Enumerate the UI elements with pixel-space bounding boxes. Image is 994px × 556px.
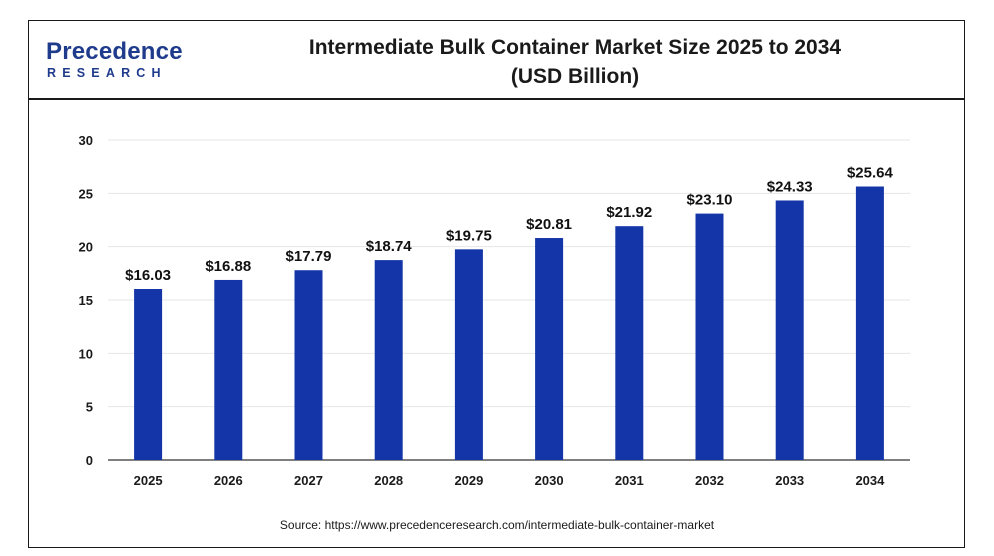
bar bbox=[454, 249, 483, 460]
bar bbox=[294, 270, 323, 460]
bar bbox=[374, 260, 403, 460]
chart-title: Intermediate Bulk Container Market Size … bbox=[308, 36, 842, 59]
data-label: $18.74 bbox=[366, 238, 413, 255]
bar bbox=[134, 289, 163, 460]
data-label: $16.03 bbox=[125, 267, 171, 284]
logo-wordmark: Precedence bbox=[46, 38, 183, 65]
y-tick-label: 5 bbox=[86, 400, 93, 415]
x-tick-label: 2031 bbox=[615, 473, 644, 488]
x-tick-label: 2030 bbox=[535, 473, 564, 488]
y-tick-label: 15 bbox=[79, 293, 93, 308]
bar bbox=[855, 186, 884, 461]
x-tick-label: 2025 bbox=[134, 473, 163, 488]
data-label: $17.79 bbox=[286, 248, 332, 265]
data-label: $19.75 bbox=[446, 227, 492, 244]
bar bbox=[615, 226, 644, 460]
x-tick-label: 2028 bbox=[374, 473, 403, 488]
bar bbox=[214, 279, 243, 460]
y-tick-label: 25 bbox=[79, 186, 93, 201]
logo-subtitle: RESEARCH bbox=[47, 66, 167, 80]
data-label: $25.64 bbox=[847, 165, 894, 182]
data-label: $21.92 bbox=[606, 204, 652, 221]
logo: Precedence RESEARCH bbox=[46, 38, 186, 86]
chart-title-unit: (USD Billion) bbox=[510, 65, 640, 88]
header-divider bbox=[28, 98, 965, 100]
source-note: Source: https://www.precedenceresearch.c… bbox=[279, 518, 715, 532]
data-label: $24.33 bbox=[767, 178, 813, 195]
bar bbox=[775, 200, 804, 461]
x-tick-label: 2026 bbox=[214, 473, 243, 488]
data-label: $16.88 bbox=[205, 258, 251, 275]
y-tick-label: 0 bbox=[86, 453, 93, 468]
bar bbox=[695, 213, 724, 460]
y-tick-label: 20 bbox=[79, 240, 93, 255]
x-tick-label: 2034 bbox=[855, 473, 885, 488]
data-label: $23.10 bbox=[687, 192, 733, 209]
y-tick-label: 10 bbox=[79, 346, 93, 361]
y-tick-label: 30 bbox=[79, 133, 93, 148]
x-tick-label: 2029 bbox=[454, 473, 483, 488]
data-label: $20.81 bbox=[526, 216, 572, 233]
x-tick-label: 2033 bbox=[775, 473, 804, 488]
bar bbox=[535, 238, 564, 460]
x-tick-label: 2032 bbox=[695, 473, 724, 488]
x-tick-label: 2027 bbox=[294, 473, 323, 488]
